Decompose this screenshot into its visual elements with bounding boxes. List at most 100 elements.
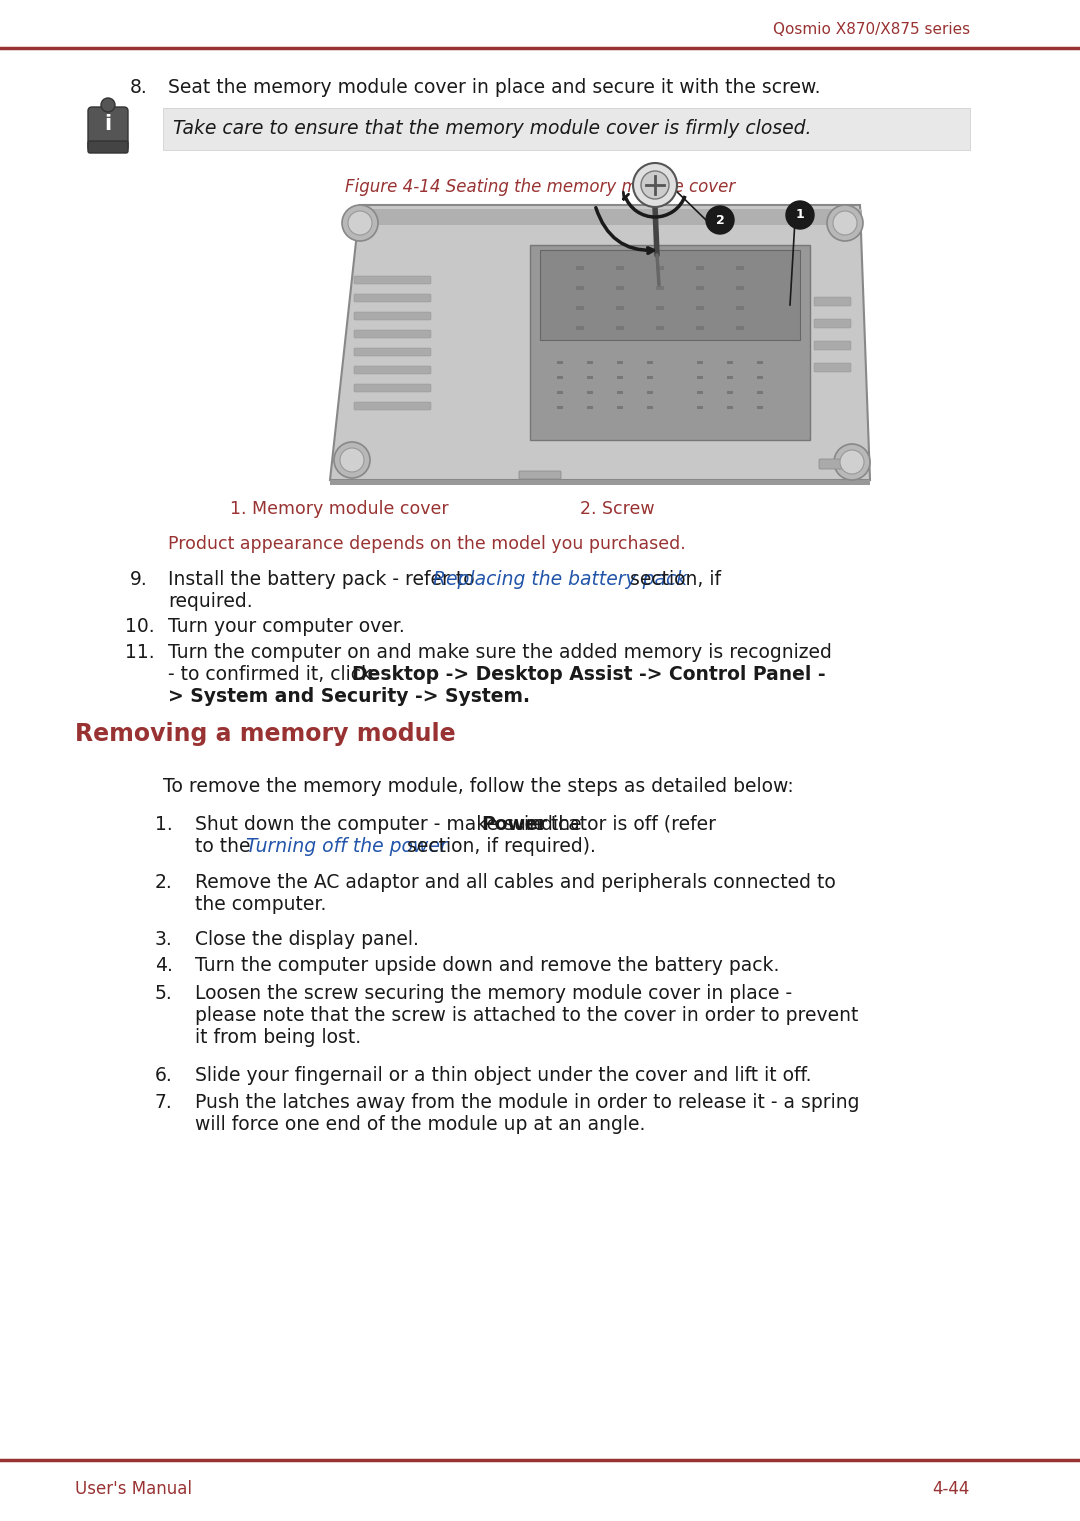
Text: Close the display panel.: Close the display panel. xyxy=(195,929,419,949)
Circle shape xyxy=(340,449,364,472)
FancyBboxPatch shape xyxy=(354,367,431,374)
Text: 10.: 10. xyxy=(125,618,154,636)
Bar xyxy=(727,406,733,409)
FancyBboxPatch shape xyxy=(814,364,851,373)
Circle shape xyxy=(840,450,864,475)
Bar xyxy=(735,286,744,291)
Bar xyxy=(588,391,593,394)
Text: it from being lost.: it from being lost. xyxy=(195,1028,361,1046)
Text: required.: required. xyxy=(168,592,253,611)
Text: Install the battery pack - refer to: Install the battery pack - refer to xyxy=(168,570,481,589)
Text: indicator is off (refer: indicator is off (refer xyxy=(518,815,716,834)
Bar xyxy=(576,325,584,330)
Text: Shut down the computer - make sure the: Shut down the computer - make sure the xyxy=(195,815,588,834)
Bar xyxy=(735,266,744,271)
Text: Take care to ensure that the memory module cover is firmly closed.: Take care to ensure that the memory modu… xyxy=(173,120,811,138)
Bar xyxy=(757,360,762,364)
Text: Replacing the battery pack: Replacing the battery pack xyxy=(433,570,687,589)
Bar xyxy=(557,406,563,409)
Circle shape xyxy=(833,211,858,236)
Bar xyxy=(617,360,623,364)
Bar xyxy=(697,376,703,379)
Bar xyxy=(616,286,624,291)
Bar xyxy=(617,376,623,379)
FancyBboxPatch shape xyxy=(814,297,851,306)
Bar xyxy=(557,391,563,394)
Bar xyxy=(647,360,653,364)
Text: 7.: 7. xyxy=(156,1094,173,1112)
Text: section, if required).: section, if required). xyxy=(401,837,596,856)
Bar xyxy=(697,391,703,394)
Bar xyxy=(656,306,664,310)
Text: 2.: 2. xyxy=(156,873,173,891)
Text: 1. Memory module cover: 1. Memory module cover xyxy=(230,500,448,519)
Circle shape xyxy=(633,163,677,207)
Bar xyxy=(557,376,563,379)
Bar xyxy=(647,406,653,409)
Text: please note that the screw is attached to the cover in order to prevent: please note that the screw is attached t… xyxy=(195,1005,859,1025)
Bar xyxy=(656,286,664,291)
FancyBboxPatch shape xyxy=(354,312,431,319)
Text: to the: to the xyxy=(195,837,257,856)
Text: Slide your fingernail or a thin object under the cover and lift it off.: Slide your fingernail or a thin object u… xyxy=(195,1066,811,1084)
Text: 1.: 1. xyxy=(156,815,173,834)
Bar xyxy=(557,360,563,364)
FancyBboxPatch shape xyxy=(354,402,431,411)
Text: Product appearance depends on the model you purchased.: Product appearance depends on the model … xyxy=(168,535,686,554)
FancyBboxPatch shape xyxy=(87,106,129,151)
Text: Turn the computer upside down and remove the battery pack.: Turn the computer upside down and remove… xyxy=(195,957,780,975)
FancyBboxPatch shape xyxy=(357,208,862,225)
FancyBboxPatch shape xyxy=(540,249,800,341)
Bar xyxy=(576,286,584,291)
Bar xyxy=(576,306,584,310)
Text: 4-44: 4-44 xyxy=(933,1480,970,1498)
Bar xyxy=(647,391,653,394)
Text: Turning off the power: Turning off the power xyxy=(246,837,448,856)
FancyBboxPatch shape xyxy=(819,459,851,468)
Text: Desktop -> Desktop Assist -> Control Panel -: Desktop -> Desktop Assist -> Control Pan… xyxy=(352,665,825,684)
Text: 3.: 3. xyxy=(156,929,173,949)
Text: Removing a memory module: Removing a memory module xyxy=(75,722,456,745)
Text: Remove the AC adaptor and all cables and peripherals connected to: Remove the AC adaptor and all cables and… xyxy=(195,873,836,891)
Bar xyxy=(696,325,704,330)
Text: To remove the memory module, follow the steps as detailed below:: To remove the memory module, follow the … xyxy=(163,777,794,795)
Circle shape xyxy=(834,444,870,481)
Text: - to confirmed it, click: - to confirmed it, click xyxy=(168,665,378,684)
Bar xyxy=(656,325,664,330)
FancyBboxPatch shape xyxy=(354,294,431,303)
Bar xyxy=(697,360,703,364)
Text: User's Manual: User's Manual xyxy=(75,1480,192,1498)
Bar xyxy=(617,391,623,394)
Text: 2. Screw: 2. Screw xyxy=(580,500,654,519)
Text: 4.: 4. xyxy=(156,957,173,975)
Bar xyxy=(576,266,584,271)
Bar xyxy=(616,325,624,330)
Text: Turn the computer on and make sure the added memory is recognized: Turn the computer on and make sure the a… xyxy=(168,643,832,662)
Text: i: i xyxy=(105,114,111,134)
Text: 6.: 6. xyxy=(156,1066,173,1084)
Text: Turn your computer over.: Turn your computer over. xyxy=(168,618,405,636)
FancyBboxPatch shape xyxy=(354,275,431,284)
Bar xyxy=(616,306,624,310)
Bar xyxy=(727,360,733,364)
Text: > System and Security -> System.: > System and Security -> System. xyxy=(168,687,530,706)
Bar xyxy=(697,406,703,409)
Text: Loosen the screw securing the memory module cover in place -: Loosen the screw securing the memory mod… xyxy=(195,984,792,1002)
Bar xyxy=(616,266,624,271)
Bar xyxy=(727,376,733,379)
Text: Seat the memory module cover in place and secure it with the screw.: Seat the memory module cover in place an… xyxy=(168,78,821,97)
Bar xyxy=(696,286,704,291)
Circle shape xyxy=(786,201,814,230)
Text: the computer.: the computer. xyxy=(195,894,326,914)
FancyBboxPatch shape xyxy=(87,141,129,154)
Text: Figure 4-14 Seating the memory module cover: Figure 4-14 Seating the memory module co… xyxy=(345,178,735,196)
Bar xyxy=(757,406,762,409)
Text: section, if: section, if xyxy=(624,570,720,589)
Bar xyxy=(588,360,593,364)
Bar xyxy=(727,391,733,394)
FancyBboxPatch shape xyxy=(354,330,431,338)
Circle shape xyxy=(102,97,114,113)
Circle shape xyxy=(706,205,734,234)
FancyBboxPatch shape xyxy=(354,383,431,392)
Text: will force one end of the module up at an angle.: will force one end of the module up at a… xyxy=(195,1115,646,1135)
